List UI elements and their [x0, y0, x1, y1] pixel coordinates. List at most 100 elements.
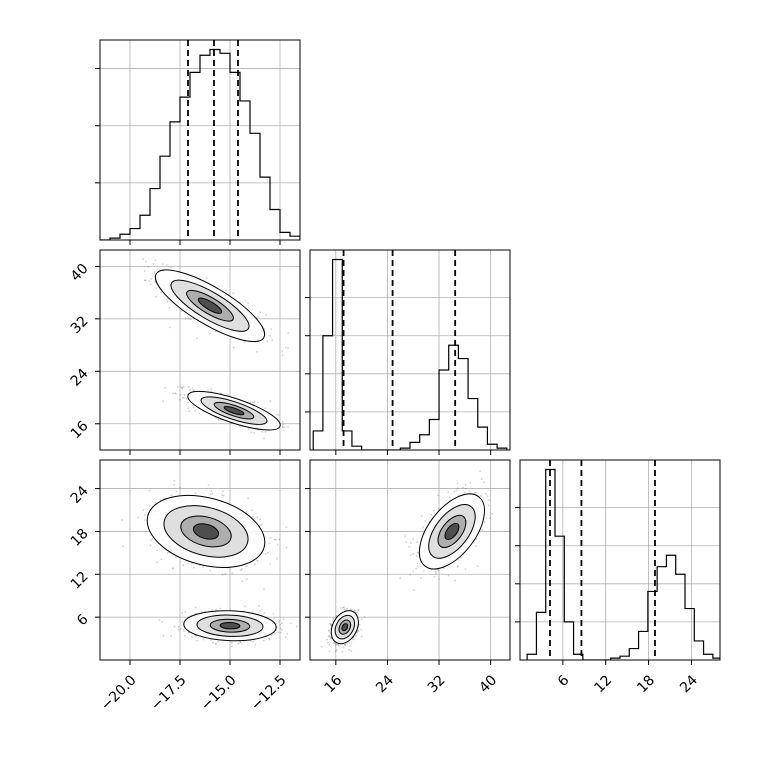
panel-scatter-p2-p3: 16 24 32 40: [305, 459, 511, 696]
contour-1-3: [341, 623, 349, 632]
sample-point: [240, 642, 243, 645]
sample-point: [244, 605, 247, 608]
sample-point: [168, 326, 171, 329]
sample-point: [158, 619, 161, 621]
sample-point: [287, 426, 289, 428]
sample-point: [190, 562, 193, 565]
sample-point: [166, 300, 169, 303]
sample-point: [155, 287, 158, 289]
sample-point: [438, 578, 441, 580]
sample-point: [175, 392, 178, 395]
sample-point: [254, 644, 257, 646]
sample-point: [170, 635, 172, 637]
sample-point: [281, 421, 284, 423]
sample-point: [217, 640, 220, 643]
sample-point: [357, 630, 359, 633]
sample-point: [355, 611, 358, 614]
sample-point: [328, 643, 331, 646]
sample-point: [162, 400, 165, 403]
sample-point: [284, 346, 287, 349]
sample-point: [433, 509, 435, 512]
histogram-steps: [526, 468, 720, 660]
sample-point: [207, 483, 210, 486]
sample-point: [150, 539, 152, 542]
sample-point: [181, 387, 184, 390]
sample-point: [142, 258, 145, 260]
sample-point: [122, 545, 124, 548]
sample-point: [328, 634, 330, 637]
sample-point: [240, 569, 242, 571]
sample-point: [417, 551, 419, 554]
sample-point: [464, 483, 467, 486]
sample-point: [328, 635, 331, 638]
sample-point: [295, 625, 298, 628]
sample-point: [437, 569, 440, 572]
contour-1-3: [219, 621, 241, 630]
sample-point: [230, 642, 233, 644]
sample-point: [217, 418, 220, 421]
sample-point: [281, 622, 283, 625]
sample-point: [179, 398, 182, 401]
sample-point: [408, 545, 411, 548]
sample-point: [191, 404, 194, 407]
axes-frame: [309, 249, 511, 451]
sample-point: [204, 610, 206, 612]
sample-point: [483, 521, 486, 523]
sample-point: [184, 317, 187, 320]
sample-point: [145, 260, 147, 263]
sample-point: [491, 512, 494, 515]
sample-point: [244, 299, 247, 302]
sample-point: [355, 634, 357, 637]
sample-point: [342, 607, 344, 609]
sample-point: [456, 482, 459, 485]
sample-point: [180, 309, 183, 312]
sample-point: [222, 490, 224, 493]
sample-point: [270, 634, 273, 636]
sample-point: [329, 623, 332, 625]
sample-point: [177, 629, 180, 631]
sample-point: [270, 328, 273, 331]
sample-point: [150, 278, 153, 280]
panel-hist-p2: [305, 249, 511, 455]
sample-point: [417, 552, 420, 554]
sample-point: [183, 393, 186, 396]
sample-point: [215, 608, 218, 611]
sample-point: [172, 392, 175, 395]
sample-point: [350, 641, 353, 644]
sample-point: [420, 515, 423, 517]
sample-point: [454, 579, 456, 582]
sample-point: [153, 272, 155, 275]
sample-point: [268, 542, 270, 545]
sample-point: [333, 641, 335, 644]
plot-area: [100, 40, 300, 240]
sample-point: [437, 494, 439, 497]
sample-point: [209, 333, 212, 335]
sample-point: [344, 643, 346, 646]
sample-point: [253, 432, 256, 434]
sample-point: [327, 636, 330, 638]
sample-point: [335, 644, 338, 646]
sample-point: [356, 611, 359, 614]
sample-point: [474, 491, 477, 494]
sample-point: [179, 627, 182, 630]
contour-1-3: [223, 406, 245, 416]
sample-point: [209, 493, 212, 496]
sample-point: [257, 401, 259, 404]
sample-point: [179, 487, 181, 489]
sample-point: [282, 429, 285, 431]
sample-point: [476, 565, 479, 568]
sample-point: [278, 621, 280, 623]
sample-point: [356, 631, 358, 634]
sample-point: [268, 638, 271, 641]
sample-point: [264, 553, 267, 555]
sample-point: [161, 621, 164, 623]
sample-point: [453, 490, 456, 493]
sample-point: [276, 544, 279, 546]
sample-point: [187, 631, 190, 634]
panel-hist-p1: [95, 39, 301, 245]
sample-point: [342, 646, 345, 649]
sample-point: [210, 388, 213, 390]
